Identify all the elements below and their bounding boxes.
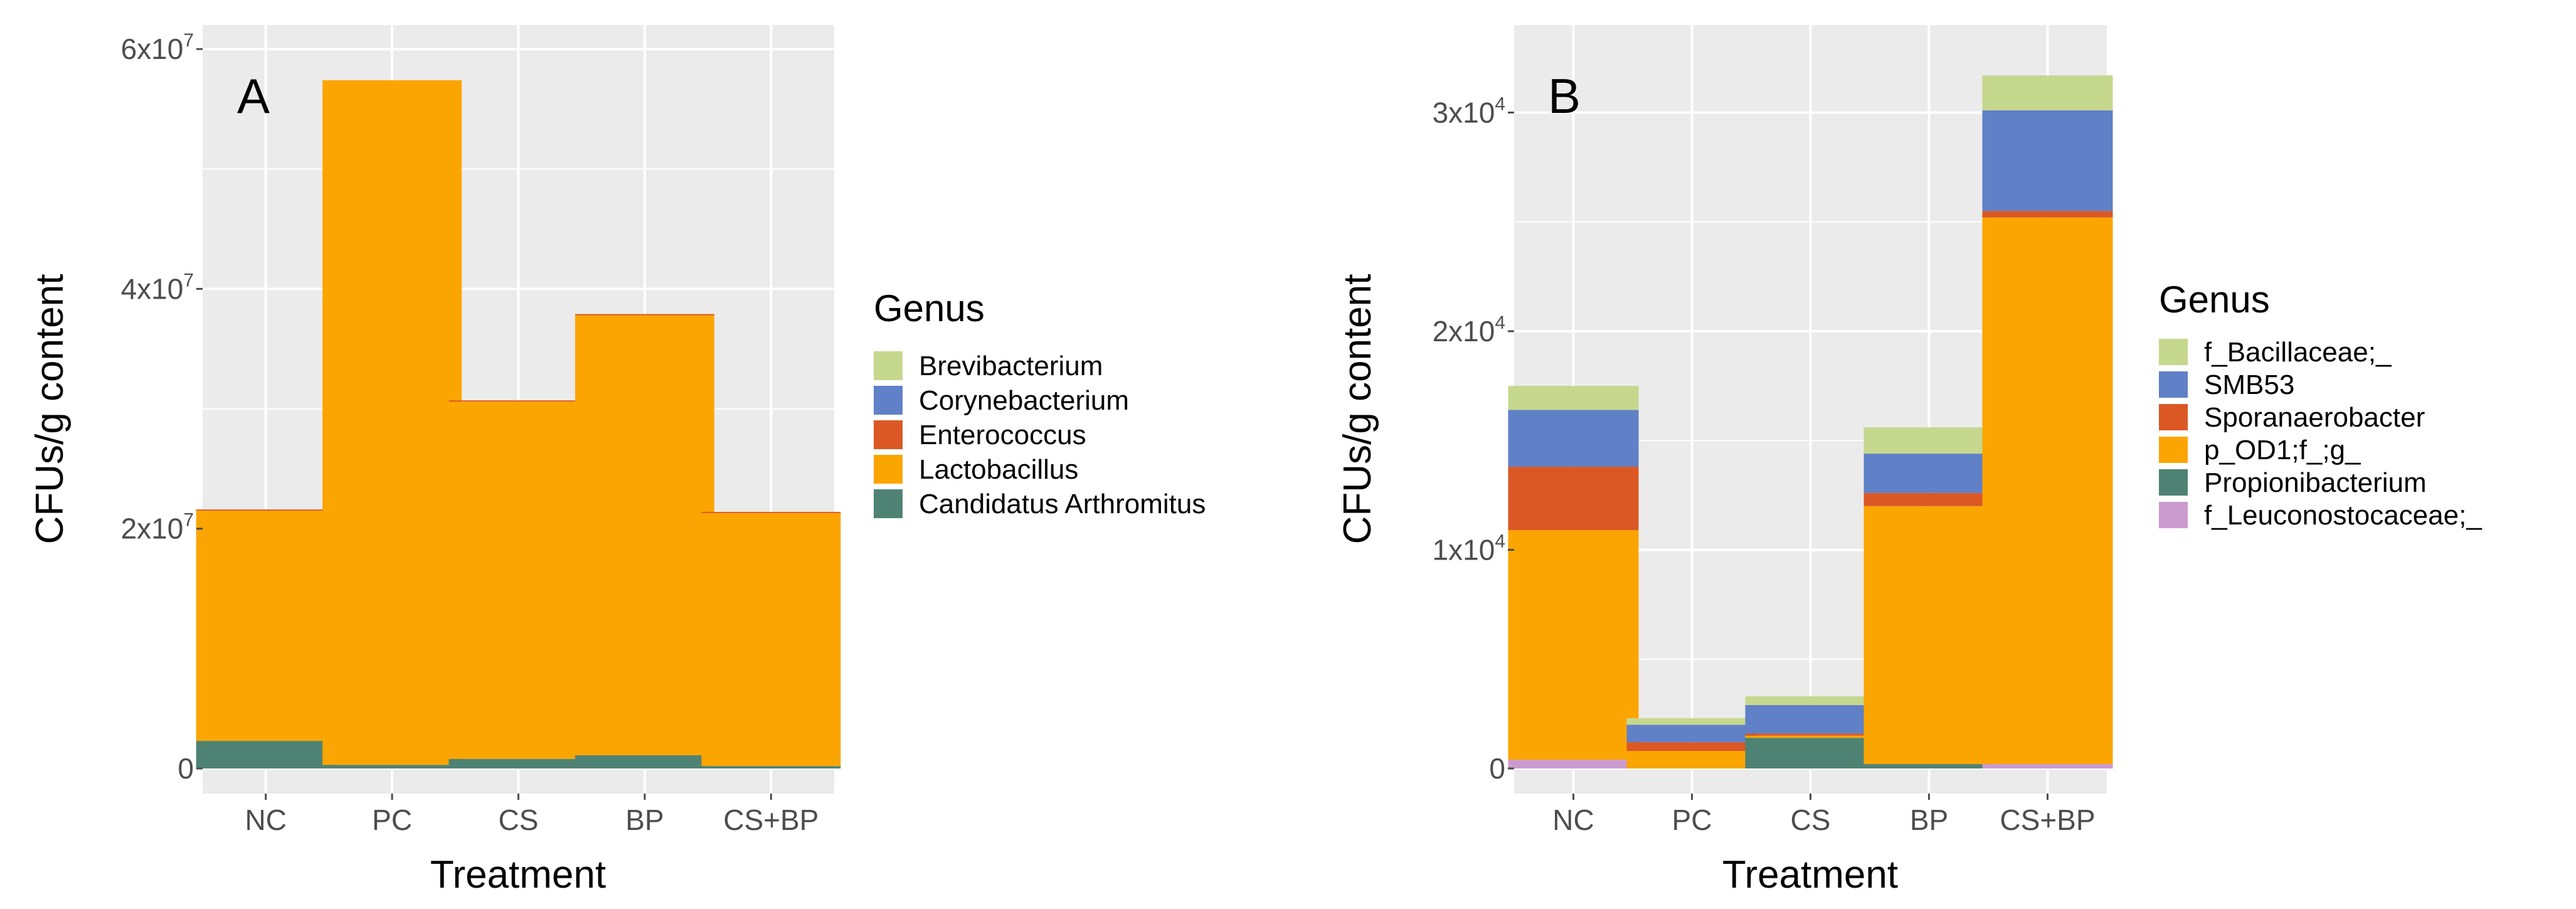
- legend-label: Candidatus Arthromitus: [919, 489, 1206, 519]
- legend-key: [874, 386, 903, 415]
- chart-panel-a: 0 2x107 4x107 6x107 NC PC CS BP CS+BP A Treatme…: [28, 25, 1206, 896]
- bar-segment: [1745, 735, 1876, 738]
- x-tick-label: CS: [1791, 804, 1831, 836]
- bar-segment: [196, 509, 336, 511]
- legend-title-a: Genus: [874, 287, 985, 329]
- x-tick-label: CS: [499, 804, 539, 836]
- x-tick-label: NC: [1552, 804, 1594, 836]
- bar-segment: [1508, 760, 1639, 768]
- bar-segment: [1745, 738, 1876, 768]
- legend-label: p_OD1;f_;g_: [2204, 435, 2361, 465]
- bar-segment: [1508, 386, 1639, 410]
- bar-segment: [1745, 733, 1876, 736]
- y-tick-label: 2x107: [121, 510, 194, 545]
- bar-segment: [1863, 764, 1995, 768]
- bar-segment: [575, 315, 714, 755]
- bar-segment: [1626, 742, 1757, 752]
- legend-key: [874, 351, 903, 380]
- x-tick-label: BP: [625, 804, 664, 836]
- x-tick-label: PC: [1672, 804, 1712, 836]
- legend-key: [2159, 502, 2188, 528]
- bar-segment: [196, 511, 336, 742]
- bar-segment: [575, 755, 714, 768]
- legend-label: f_Leuconostocaceae;_: [2204, 500, 2482, 531]
- bar-segment: [448, 400, 588, 402]
- legend-key: [2159, 339, 2188, 365]
- bar-segment: [701, 766, 841, 768]
- x-tick-label: NC: [245, 804, 286, 836]
- bar-segment: [196, 741, 336, 768]
- y-axis-title-a: CFUs/g content: [28, 274, 72, 545]
- legend-b: f_Bacillaceae;_SMB53Sporanaerobacterp_OD…: [2159, 337, 2482, 531]
- x-tick-labels-b: NC PC CS BP CS+BP: [1552, 794, 2096, 836]
- y-tick-label: 0: [1489, 752, 1505, 785]
- bar-segment: [1982, 211, 2113, 218]
- x-tick-label: CS+BP: [723, 804, 819, 836]
- bar-segment: [1626, 725, 1757, 743]
- bar-segment: [1745, 696, 1876, 705]
- x-axis-title-b: Treatment: [1722, 853, 1898, 896]
- y-tick-labels-a: 0 2x107 4x107 6x107: [121, 30, 203, 785]
- legend-label: Propionibacterium: [2204, 467, 2427, 498]
- x-tick-label: BP: [1910, 804, 1948, 836]
- legend-label: Sporanaerobacter: [2204, 402, 2425, 433]
- legend-key: [874, 489, 903, 518]
- bar-segment: [1508, 467, 1639, 531]
- panel-label-b: B: [1548, 68, 1581, 124]
- bar-segment: [322, 765, 462, 768]
- y-tick-labels-b: 0 1x104 2x104 3x104: [1433, 93, 1514, 785]
- legend-label: SMB53: [2204, 369, 2294, 400]
- bar-segment: [1863, 454, 1995, 493]
- legend-label: Corynebacterium: [919, 385, 1129, 416]
- panel-label-a: A: [237, 68, 270, 124]
- x-axis-title-a: Treatment: [430, 853, 606, 896]
- x-tick-label: CS+BP: [2000, 804, 2095, 836]
- legend-label: Lactobacillus: [919, 454, 1078, 485]
- legend-label: Brevibacterium: [919, 351, 1103, 381]
- chart-panel-b: 0 1x104 2x104 3x104 NC PC CS BP CS+BP B Treatme…: [1336, 25, 2482, 896]
- y-axis-title-b: CFUs/g content: [1336, 274, 1379, 545]
- legend-label: f_Bacillaceae;_: [2204, 337, 2392, 368]
- y-tick-label: 4x107: [121, 270, 194, 305]
- y-tick-label: 6x107: [121, 30, 194, 65]
- legend-title-b: Genus: [2159, 279, 2270, 321]
- y-tick-label: 2x104: [1433, 312, 1505, 348]
- legend-key: [874, 455, 903, 484]
- bar-segment: [1745, 704, 1876, 734]
- legend-key: [2159, 404, 2188, 430]
- bar-segment: [1626, 751, 1757, 768]
- y-tick-label: 0: [178, 752, 194, 785]
- legend-key: [2159, 371, 2188, 398]
- legend-a: Brevibacterium Corynebacterium Enterococcu…: [874, 351, 1206, 519]
- x-tick-labels-a: NC PC CS BP CS+BP: [245, 794, 819, 836]
- y-tick-label: 1x104: [1433, 531, 1505, 566]
- bar-segment: [448, 758, 588, 768]
- bar-segment: [575, 314, 714, 316]
- bar-segment: [322, 80, 462, 765]
- legend-key: [874, 420, 903, 449]
- y-tick-label: 3x104: [1433, 93, 1505, 129]
- bar-segment: [1508, 410, 1639, 467]
- bar-segment: [1863, 492, 1995, 506]
- bar-segment: [1982, 764, 2113, 768]
- x-tick-label: PC: [372, 804, 412, 836]
- bar-segment: [1863, 506, 1995, 765]
- bars-b: [1508, 75, 2113, 768]
- legend-key: [2159, 469, 2188, 496]
- bar-segment: [1863, 427, 1995, 454]
- bar-segment: [701, 513, 841, 767]
- bars-a: [196, 80, 841, 768]
- bar-segment: [448, 401, 588, 759]
- bar-segment: [1982, 75, 2113, 110]
- bar-segment: [1982, 217, 2113, 765]
- legend-label: Enterococcus: [919, 420, 1086, 450]
- bar-segment: [1508, 530, 1639, 760]
- legend-key: [2159, 437, 2188, 463]
- bar-segment: [1982, 110, 2113, 211]
- bar-segment: [1626, 718, 1757, 725]
- bar-segment: [701, 511, 841, 513]
